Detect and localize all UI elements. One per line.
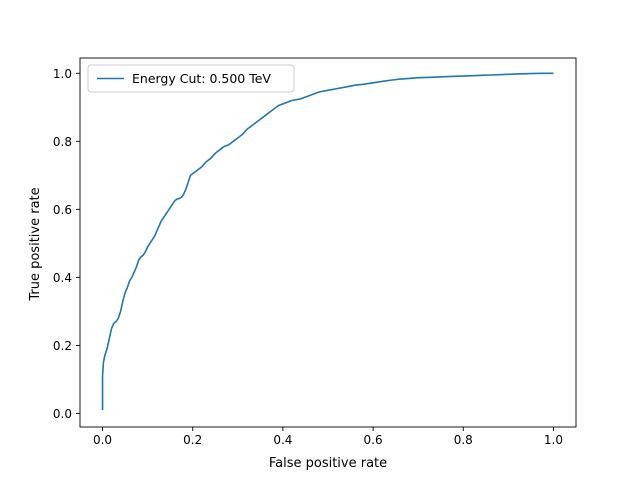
plot-layer (101, 72, 554, 410)
y-tick-label: 0.8 (53, 135, 72, 149)
x-tick-label: 0.8 (454, 433, 473, 447)
y-tick-label: 0.4 (53, 271, 72, 285)
axes-layer: 0.0 0.2 0.4 0.6 0.8 1.0 0.0 0.2 0.4 0.6 0.8 1.0 (53, 57, 577, 447)
series-line-0 (101, 72, 554, 410)
x-tick-label: 0.4 (273, 433, 292, 447)
y-tick-label: 0.0 (53, 407, 72, 421)
y-tick-label: 1.0 (53, 67, 72, 81)
x-tick-label: 0.6 (364, 433, 383, 447)
legend-label-0: Energy Cut: 0.500 TeV (132, 71, 271, 86)
x-axis-label: False positive rate (269, 456, 387, 471)
y-tick-label: 0.2 (53, 339, 72, 353)
plot-frame (79, 57, 577, 428)
y-tick-label: 0.6 (53, 203, 72, 217)
x-tick-label: 1.0 (544, 433, 563, 447)
legend-box (87, 64, 295, 93)
legend: Energy Cut: 0.500 TeV (87, 64, 295, 93)
x-tick-label: 0.0 (93, 433, 112, 447)
x-tick-label: 0.2 (183, 433, 202, 447)
y-axis-label: True positive rate (28, 187, 43, 301)
